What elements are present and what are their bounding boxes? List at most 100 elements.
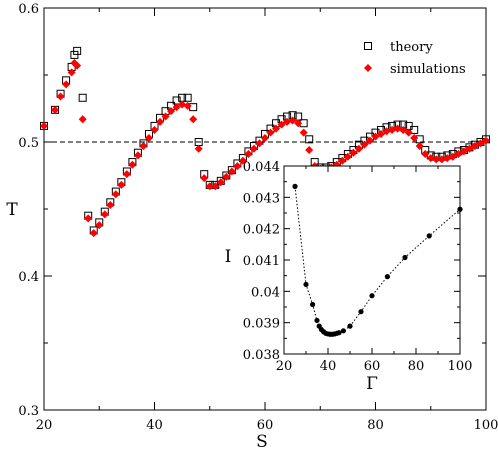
inset-x-axis-title: Γ bbox=[366, 374, 378, 394]
main-y-tick-label: 0.4 bbox=[18, 270, 39, 285]
simulations-point bbox=[277, 120, 286, 129]
simulations-point bbox=[233, 162, 242, 171]
simulations-point bbox=[106, 200, 115, 209]
simulations-point bbox=[294, 119, 303, 128]
inset-point bbox=[347, 323, 353, 329]
inset-x-tick-label: 20 bbox=[276, 359, 293, 374]
inset-axis-ticks: 20 40 60 80 100 0.038 0.039 0.04 0.041 0.042 0.043… bbox=[243, 160, 473, 374]
simulations-point bbox=[288, 116, 297, 125]
simulations-point bbox=[78, 115, 87, 124]
inset-x-tick-label: 100 bbox=[448, 359, 473, 374]
simulations-point bbox=[459, 147, 468, 156]
inset-x-tick-label: 40 bbox=[320, 359, 337, 374]
simulations-point bbox=[222, 172, 231, 181]
simulations-point bbox=[178, 100, 187, 109]
inset-series bbox=[292, 183, 463, 337]
inset-point bbox=[303, 281, 309, 288]
simulations-point bbox=[343, 152, 352, 161]
simulations-point bbox=[167, 107, 176, 116]
simulations-point bbox=[338, 156, 347, 165]
legend-theory-label: theory bbox=[390, 40, 433, 55]
simulations-point bbox=[266, 128, 275, 137]
simulations-point bbox=[388, 125, 397, 134]
simulations-point bbox=[150, 125, 159, 134]
inset-x-tick-label: 80 bbox=[408, 359, 425, 374]
simulations-point bbox=[305, 146, 314, 155]
simulations-point bbox=[73, 61, 82, 70]
simulations-point bbox=[144, 133, 153, 142]
simulations-point bbox=[437, 155, 446, 164]
inset-point bbox=[340, 328, 346, 334]
simulations-point bbox=[117, 180, 126, 189]
inset-point bbox=[426, 233, 432, 239]
simulations-point bbox=[415, 142, 424, 151]
simulations-point bbox=[205, 182, 214, 191]
main-x-tick-label: 80 bbox=[367, 418, 384, 433]
simulations-point bbox=[200, 174, 209, 183]
simulations-point bbox=[40, 121, 48, 130]
simulations-point bbox=[183, 101, 192, 110]
simulations-point bbox=[283, 117, 292, 126]
simulations-point bbox=[299, 128, 308, 137]
simulations-point bbox=[70, 58, 79, 67]
theory-point bbox=[73, 46, 82, 55]
main-x-tick-label: 100 bbox=[474, 418, 498, 433]
inset-point bbox=[314, 317, 320, 324]
simulations-point bbox=[56, 92, 65, 101]
inset-y-axis-title: I bbox=[225, 247, 232, 267]
simulations-point bbox=[194, 144, 203, 153]
main-x-tick-label: 60 bbox=[257, 418, 274, 433]
theory-point bbox=[410, 125, 419, 134]
inset-y-tick-label: 0.041 bbox=[243, 254, 280, 269]
inset-point bbox=[369, 293, 375, 299]
simulations-point bbox=[227, 167, 236, 176]
inset-plot-frame bbox=[283, 165, 461, 355]
simulations-point bbox=[393, 124, 402, 133]
simulations-point bbox=[465, 144, 474, 153]
simulations-point bbox=[211, 182, 220, 191]
legend-simulations-label: simulations bbox=[390, 62, 466, 77]
simulations-point bbox=[454, 150, 463, 159]
theory-point bbox=[78, 93, 87, 102]
inset-point bbox=[310, 301, 316, 308]
inset-point bbox=[358, 309, 364, 315]
main-y-tick-label: 0.3 bbox=[18, 404, 39, 419]
simulations-point bbox=[133, 151, 142, 160]
simulations-point bbox=[426, 154, 435, 163]
simulations-point bbox=[443, 154, 452, 163]
inset-point bbox=[384, 274, 390, 280]
simulations-point bbox=[216, 178, 225, 187]
main-x-axis-title: S bbox=[256, 432, 268, 452]
legend-theory-marker bbox=[364, 42, 372, 50]
inset-series-line bbox=[294, 186, 461, 335]
simulations-point bbox=[365, 136, 374, 145]
main-x-tick-label: 20 bbox=[36, 418, 53, 433]
simulations-point bbox=[62, 80, 71, 89]
inset-y-tick-label: 0.044 bbox=[243, 160, 280, 175]
inset-y-tick-label: 0.042 bbox=[243, 223, 280, 238]
simulations-point bbox=[111, 190, 120, 199]
simulations-point bbox=[371, 132, 380, 141]
inset-y-tick-label: 0.039 bbox=[243, 317, 280, 332]
simulations-point bbox=[156, 117, 165, 126]
simulations-point bbox=[67, 68, 76, 77]
simulations-point bbox=[249, 144, 258, 153]
simulations-point bbox=[100, 210, 109, 219]
theory-point bbox=[183, 93, 192, 102]
simulations-point bbox=[51, 105, 60, 114]
simulations-point bbox=[349, 148, 358, 157]
inset-point bbox=[457, 206, 463, 212]
simulations-series bbox=[40, 58, 490, 238]
theory-point bbox=[70, 50, 79, 59]
theory-point bbox=[305, 135, 314, 144]
simulations-point bbox=[482, 136, 490, 145]
main-axis-ticks: 20 40 60 80 100 0.3 0.4 0.5 0.6 bbox=[18, 2, 498, 433]
simulations-point bbox=[238, 156, 247, 165]
simulations-point bbox=[128, 160, 137, 169]
simulations-point bbox=[432, 155, 441, 164]
simulations-point bbox=[89, 229, 98, 238]
simulations-point bbox=[470, 142, 479, 151]
legend-simulations-marker bbox=[364, 64, 372, 72]
simulations-point bbox=[244, 150, 253, 159]
